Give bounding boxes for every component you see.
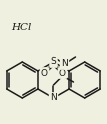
- Text: O: O: [59, 68, 66, 78]
- Text: S: S: [51, 58, 56, 66]
- Text: HCl: HCl: [11, 24, 31, 32]
- Text: N: N: [61, 60, 68, 68]
- Text: N: N: [50, 93, 57, 103]
- Text: O: O: [41, 68, 48, 78]
